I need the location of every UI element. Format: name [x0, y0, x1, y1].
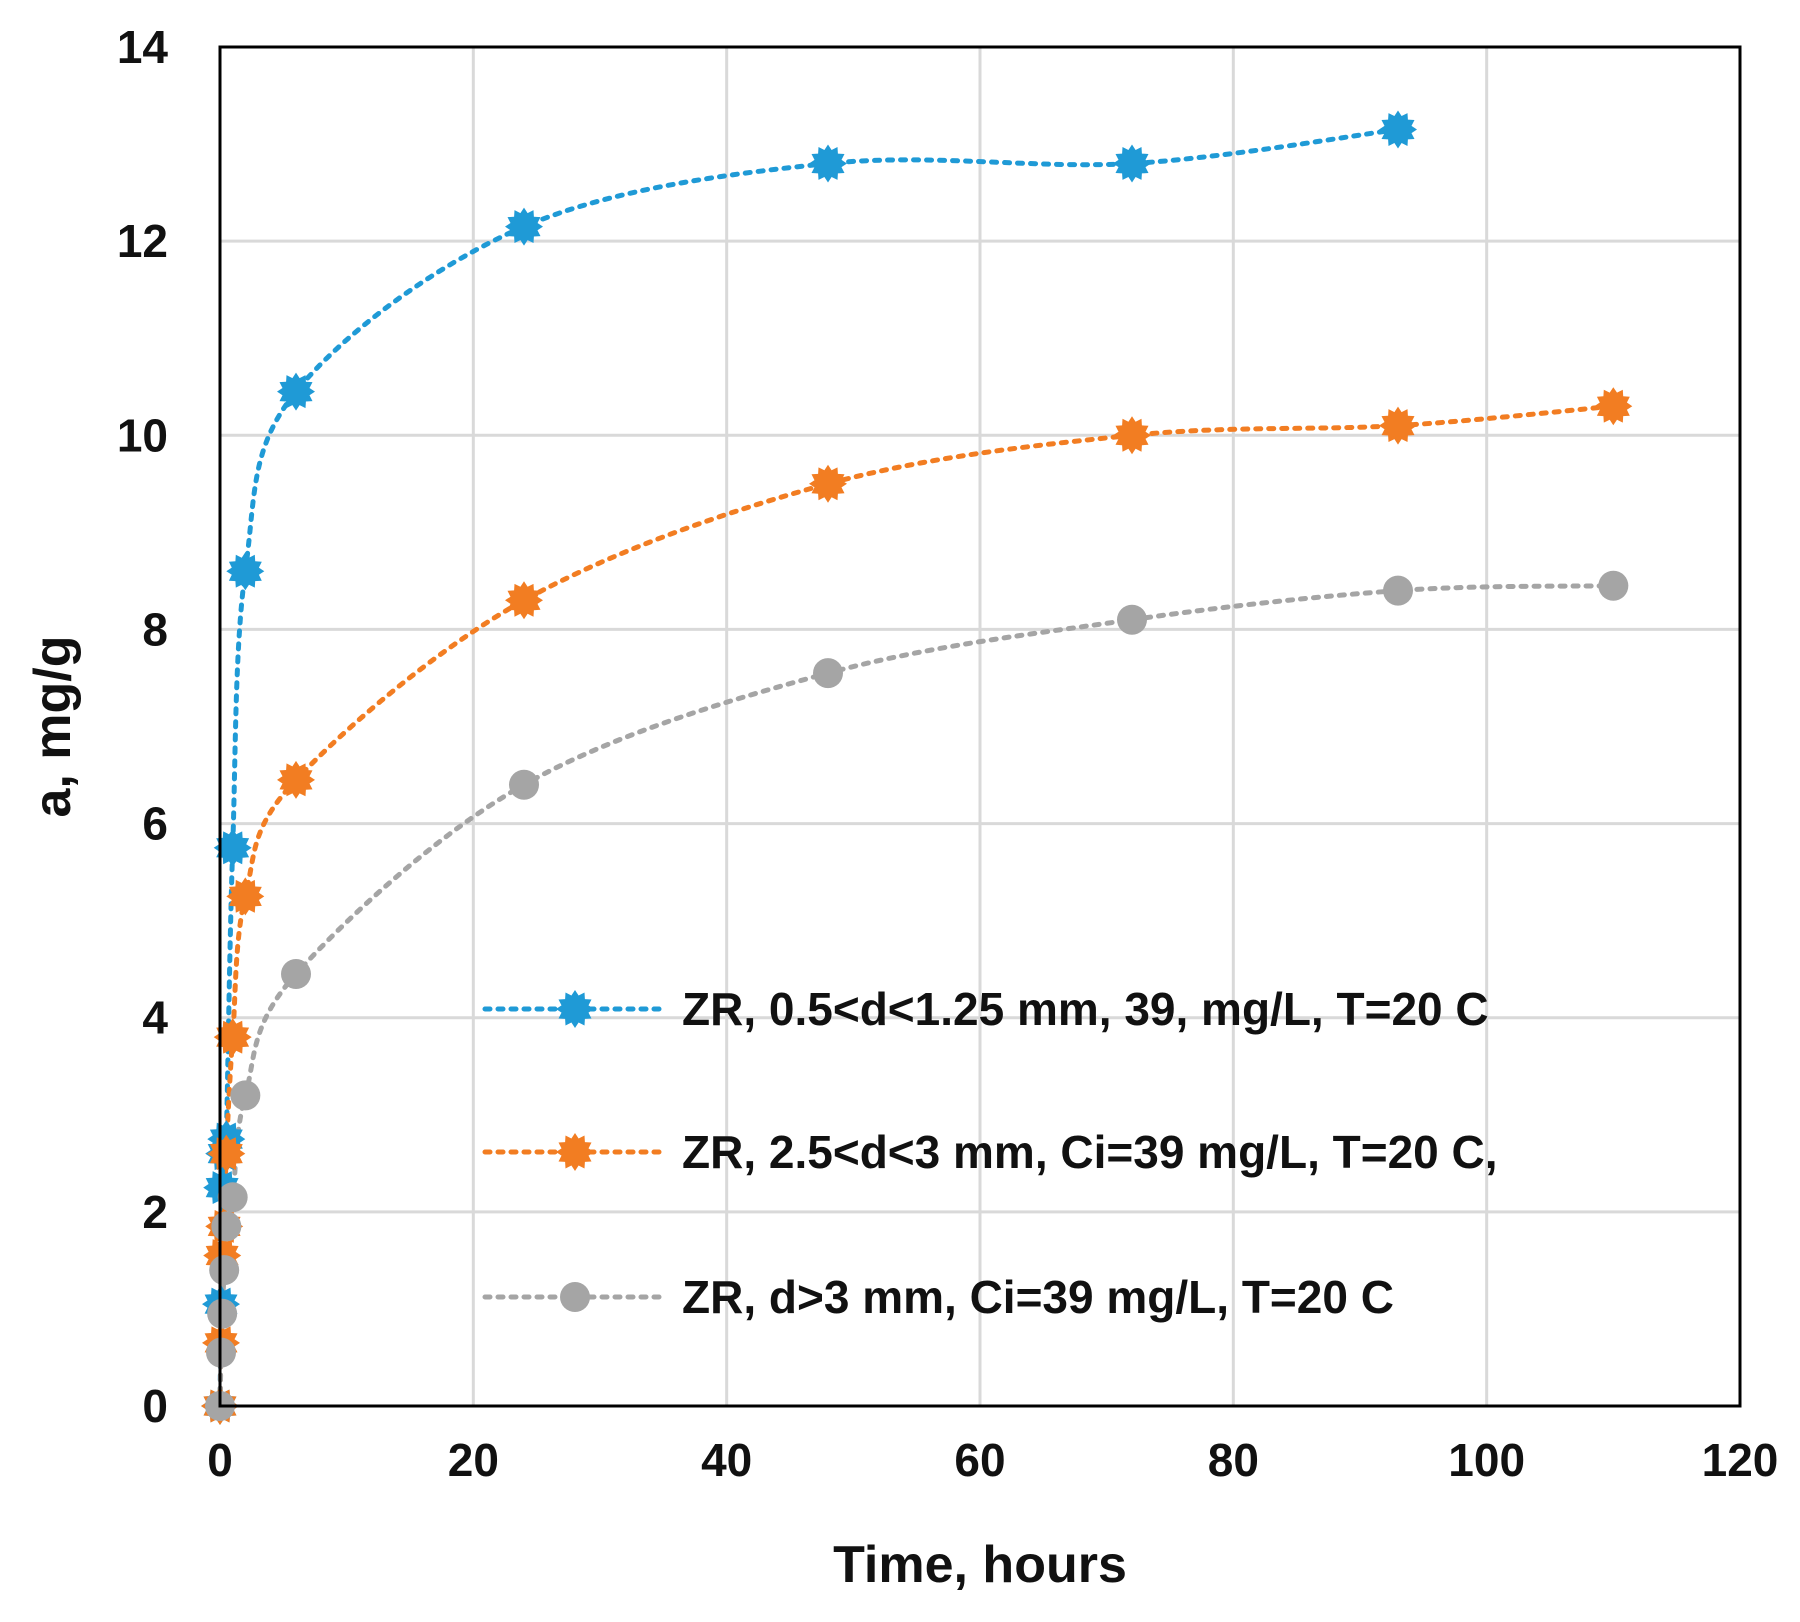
x-tick-label: 120: [1702, 1434, 1779, 1486]
legend-swatch-marker: [560, 1282, 590, 1312]
series-3-point: [1383, 575, 1413, 606]
series-3-point: [211, 1211, 242, 1242]
series-1-point: [213, 828, 252, 867]
legend-swatch-marker: [556, 1133, 594, 1171]
series-1-point: [277, 372, 315, 411]
y-tick-label: 6: [142, 798, 168, 850]
x-tick-labels: 0 20 40 60 80 100 120: [207, 1434, 1778, 1486]
series-2-point: [1113, 416, 1151, 455]
series-1-point: [505, 207, 543, 246]
x-tick-label: 60: [954, 1434, 1005, 1486]
series-3-point: [207, 1298, 238, 1329]
series-2-point: [207, 1134, 246, 1173]
series-3-point: [217, 1182, 248, 1213]
series-1-point: [1113, 144, 1151, 183]
series-1-point: [226, 552, 265, 591]
series-3-point: [209, 1255, 240, 1286]
y-tick-label: 0: [142, 1380, 168, 1432]
x-axis-title: Time, hours: [833, 1536, 1127, 1594]
series-2-point: [505, 581, 543, 620]
legend-label: ZR, d>3 mm, Ci=39 mg/L, T=20 C: [682, 1271, 1394, 1323]
y-tick-labels: 0 2 4 6 8 10 12 14: [117, 21, 169, 1432]
series-2-point: [277, 760, 315, 799]
series-3-point: [1598, 570, 1629, 601]
y-tick-label: 8: [142, 603, 168, 655]
legend-label: ZR, 2.5<d<3 mm, Ci=39 mg/L, T=20 C,: [682, 1126, 1498, 1178]
x-tick-label: 0: [207, 1434, 233, 1486]
series-1-point: [809, 144, 847, 183]
series-2-point: [1379, 406, 1417, 445]
series-1-point: [1379, 110, 1417, 149]
legend: ZR, 0.5<d<1.25 mm, 39, mg/L, T=20 C ZR, 2…: [482, 983, 1498, 1323]
x-tick-label: 40: [701, 1434, 752, 1486]
series-3-point: [230, 1080, 261, 1111]
legend-swatch-marker: [556, 990, 594, 1028]
series-2-point: [213, 1018, 252, 1057]
series-3-point: [813, 658, 843, 689]
x-tick-label: 20: [448, 1434, 499, 1486]
y-axis-title: a, mg/g: [24, 635, 82, 817]
x-tick-label: 100: [1448, 1434, 1525, 1486]
y-tick-label: 14: [117, 21, 169, 73]
series-3-point: [509, 769, 539, 800]
series-2-point: [809, 464, 847, 503]
y-tick-label: 12: [117, 215, 168, 267]
series-2-point: [226, 877, 265, 916]
x-tick-label: 80: [1208, 1434, 1259, 1486]
plot-frame: [218, 45, 1742, 1408]
series-2-point: [1594, 387, 1633, 426]
series-3-point: [281, 959, 311, 990]
y-tick-label: 4: [142, 992, 168, 1044]
y-tick-label: 2: [142, 1186, 168, 1238]
legend-label: ZR, 0.5<d<1.25 mm, 39, mg/L, T=20 C: [682, 983, 1489, 1035]
y-tick-label: 10: [117, 409, 168, 461]
series-3-point: [1117, 604, 1147, 635]
